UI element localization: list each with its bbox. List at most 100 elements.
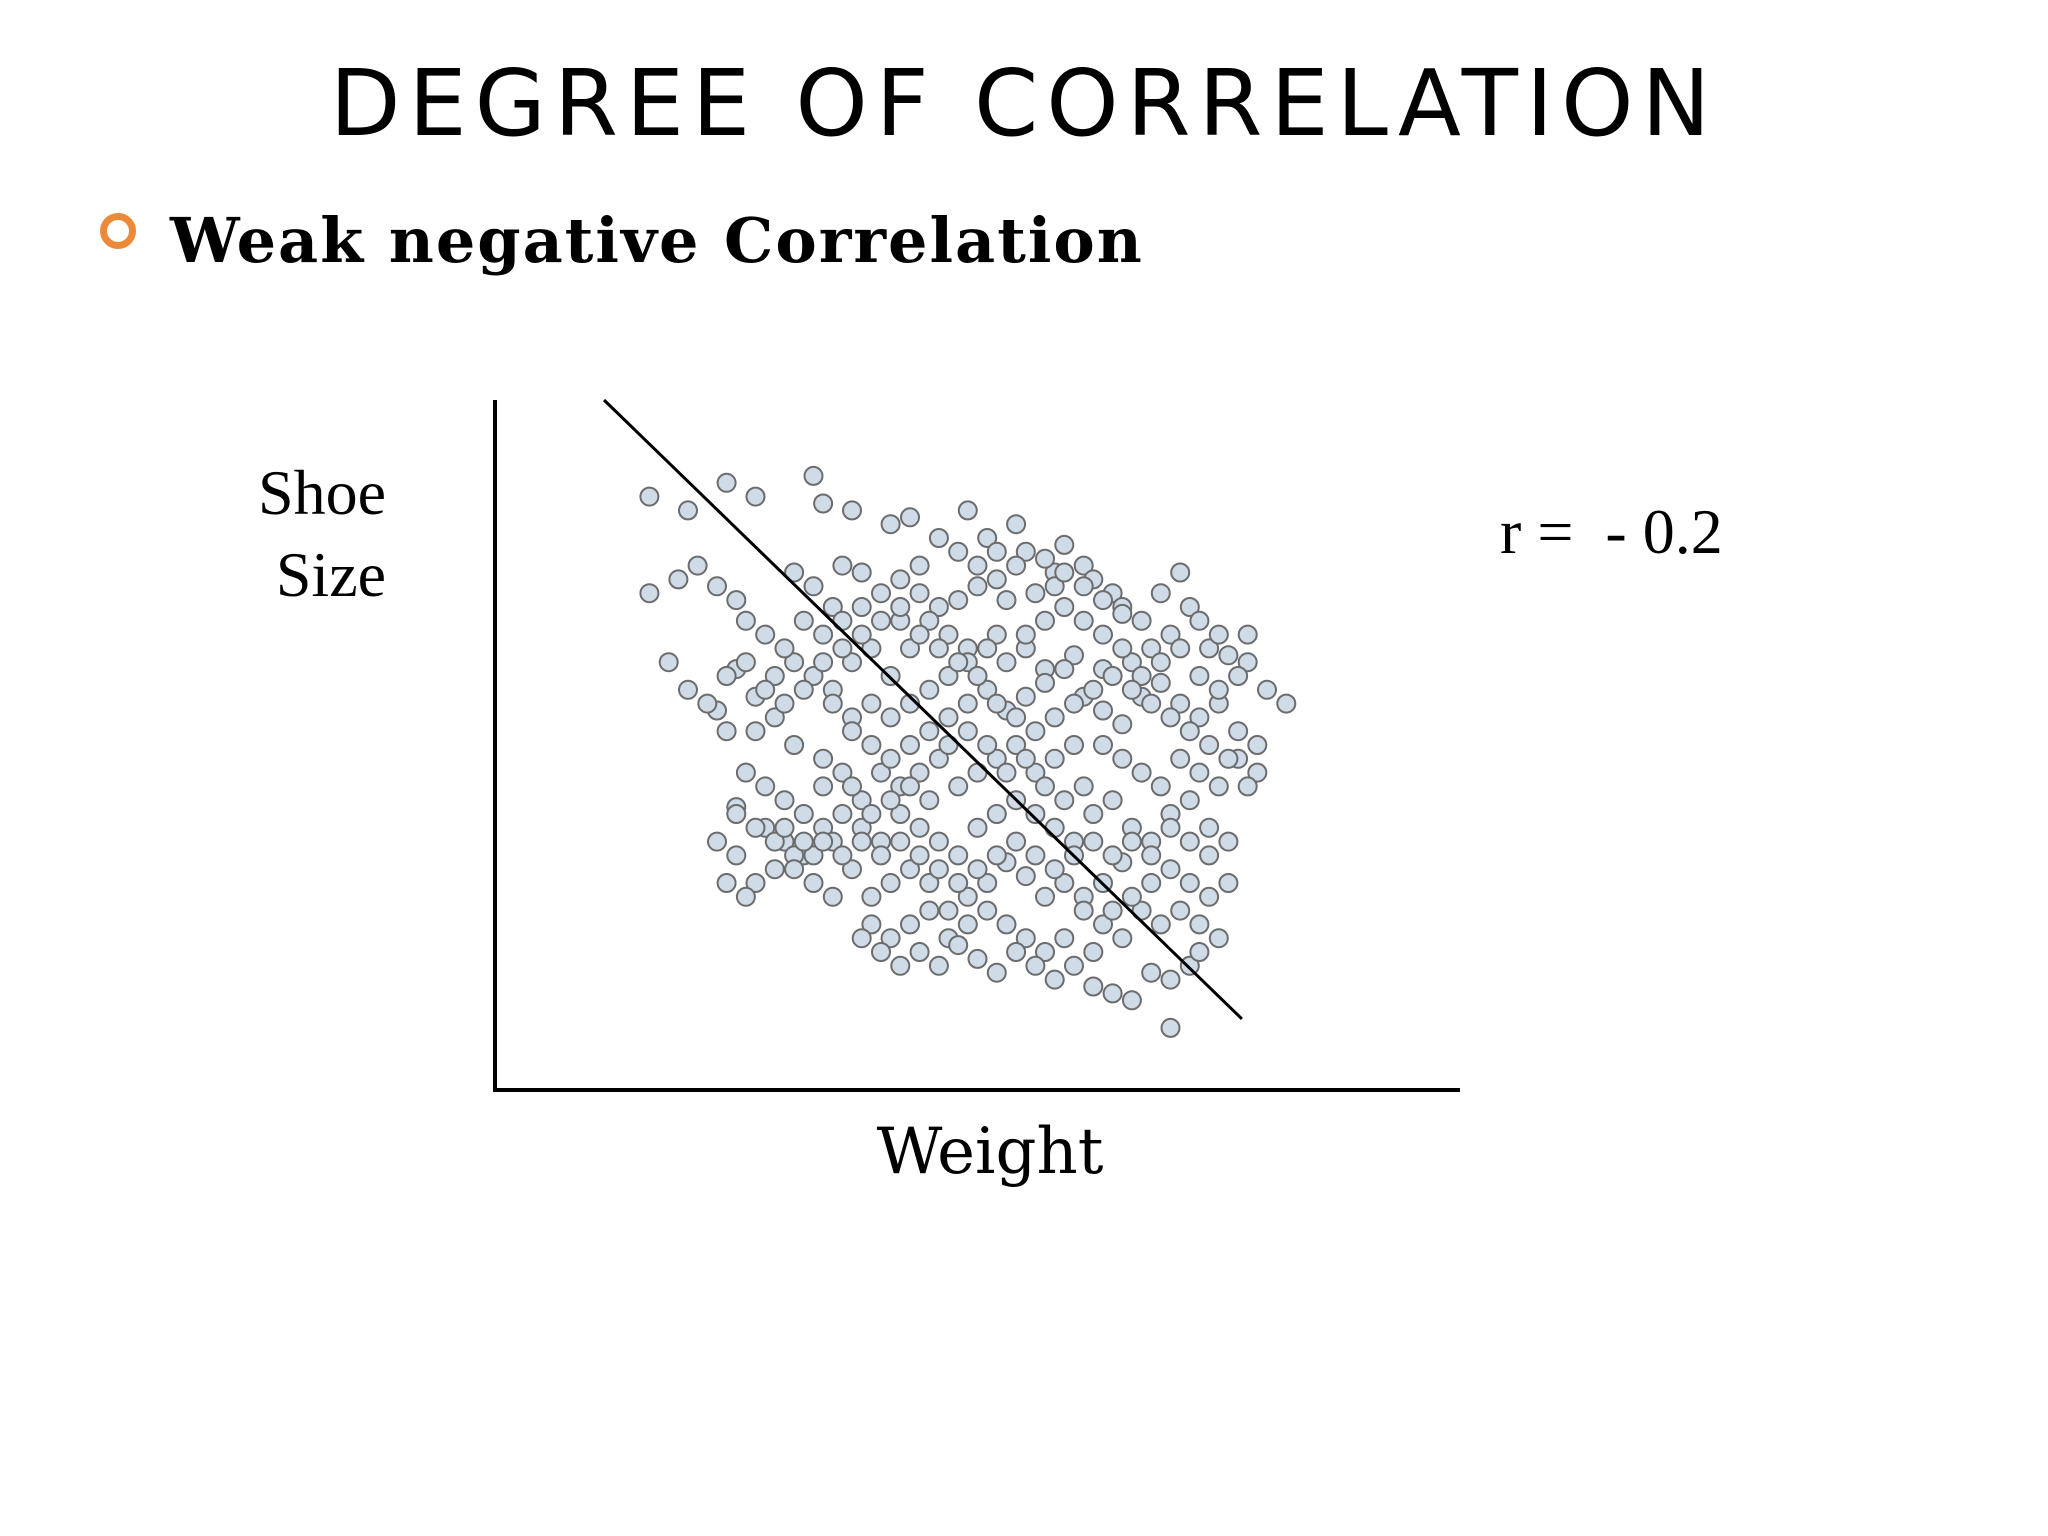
scatter-point-38 [1131, 610, 1152, 631]
scatter-point-0 [639, 486, 660, 507]
scatter-point-153 [861, 886, 882, 907]
scatter-point-173 [1035, 942, 1055, 962]
scatter-point-210 [822, 693, 843, 714]
scatter-point-148 [957, 886, 978, 907]
scatter-point-33 [1044, 576, 1065, 597]
correlation-coefficient: r = - 0.2 [1500, 496, 1723, 567]
scatter-point-165 [880, 928, 901, 949]
scatter-point-263 [1035, 548, 1055, 569]
scatter-point-223 [1073, 610, 1094, 631]
scatter-point-294 [871, 610, 891, 631]
trend-line [603, 398, 1243, 1021]
scatter-point-270 [967, 555, 988, 576]
scatter-point-231 [1228, 666, 1249, 686]
scatter-point-310 [1179, 721, 1200, 742]
scatter-point-201 [1083, 976, 1104, 997]
scatter-point-293 [851, 624, 872, 645]
scatter-point-219 [996, 652, 1017, 673]
scatter-point-18 [784, 562, 805, 583]
scatter-point-27 [967, 576, 988, 597]
scatter-point-179 [1150, 914, 1171, 935]
scatter-point-123 [909, 817, 930, 838]
scatter-point-314 [1199, 845, 1220, 866]
scatter-point-104 [909, 762, 930, 783]
scatter-point-100 [986, 748, 1007, 769]
scatter-point-287 [735, 652, 756, 673]
scatter-point-7 [880, 514, 901, 535]
scatter-point-101 [967, 762, 988, 783]
scatter-point-308 [1141, 693, 1162, 714]
scatter-point-25 [928, 597, 949, 617]
scatter-point-302 [1025, 721, 1046, 742]
scatter-point-318 [1141, 845, 1162, 866]
scatter-point-331 [890, 831, 911, 852]
scatter-point-81 [977, 679, 998, 700]
x-axis-label: Weight [876, 1115, 1104, 1189]
scatter-point-255 [861, 804, 882, 824]
scatter-point-182 [1199, 886, 1220, 907]
scatter-point-222 [1054, 597, 1075, 617]
scatter-point-107 [851, 790, 872, 811]
scatter-point-174 [1054, 928, 1075, 949]
scatter-point-274 [890, 569, 911, 590]
scatter-point-98 [1025, 762, 1046, 783]
scatter-point-184 [1160, 859, 1181, 880]
scatter-point-190 [1044, 969, 1065, 990]
scatter-point-281 [755, 624, 776, 645]
scatter-point-296 [909, 624, 930, 645]
scatter-point-334 [832, 845, 853, 866]
scatter-point-246 [1035, 776, 1055, 797]
scatter-point-87 [1093, 700, 1113, 721]
scatter-point-106 [871, 762, 891, 783]
scatter-point-239 [1170, 748, 1191, 769]
scatter-point-1 [678, 500, 698, 521]
scatter-point-261 [745, 817, 766, 838]
scatter-point-65 [764, 666, 785, 686]
scatter-point-163 [735, 886, 756, 907]
scatter-point-189 [1064, 955, 1084, 976]
scatter-point-319 [1121, 831, 1142, 852]
scatter-point-150 [919, 873, 940, 893]
scatter-point-97 [1044, 748, 1065, 769]
y-axis-label-line-2: Size [275, 539, 386, 610]
scatter-point-234 [1276, 693, 1297, 714]
scatter-point-333 [851, 831, 872, 852]
scatter-point-166 [900, 914, 920, 935]
scatter-point-45 [1189, 610, 1210, 631]
scatter-point-110 [793, 804, 814, 824]
scatter-point-71 [764, 707, 785, 728]
scatter-point-326 [986, 845, 1007, 866]
scatter-point-54 [986, 624, 1007, 645]
scatter-point-330 [909, 845, 930, 866]
scatter-point-321 [1083, 831, 1104, 852]
scatter-point-269 [986, 541, 1007, 562]
scatter-point-130 [1044, 817, 1065, 838]
scatter-point-237 [1208, 776, 1229, 797]
scatter-point-312 [1218, 748, 1239, 769]
scatter-point-207 [1160, 1017, 1181, 1038]
scatter-point-337 [774, 817, 795, 838]
scatter-point-295 [890, 597, 911, 617]
scatter-point-17 [726, 590, 747, 611]
scatter-point-177 [1112, 928, 1133, 949]
bullet-text: Weak negative Correlation [170, 204, 1144, 277]
scatter-point-69 [716, 721, 737, 742]
scatter-point-51 [1064, 645, 1084, 666]
scatter-point-19 [803, 576, 824, 597]
scatter-point-119 [832, 804, 853, 824]
scatter-point-329 [928, 859, 949, 880]
scatter-point-102 [948, 776, 969, 797]
scatter-point-303 [1044, 707, 1065, 728]
scatter-point-241 [1131, 762, 1152, 783]
scatter-point-253 [900, 776, 920, 797]
scatter-point-4 [803, 465, 824, 486]
scatter-point-300 [986, 693, 1007, 714]
scatter-point-96 [1064, 735, 1084, 755]
scatter-point-206 [1179, 955, 1200, 976]
scatter-point-144 [1035, 886, 1055, 907]
scatter-point-56 [938, 624, 959, 645]
slide-title: DEGREE OF CORRELATION [329, 50, 1719, 157]
scatter-point-103 [928, 748, 949, 769]
scatter-point-328 [948, 873, 969, 893]
scatter-point-290 [793, 679, 814, 700]
